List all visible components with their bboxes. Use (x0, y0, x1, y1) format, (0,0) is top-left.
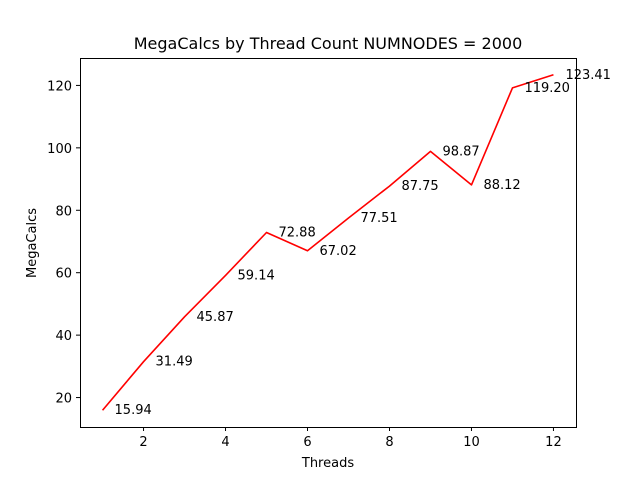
data-label: 67.02 (320, 244, 357, 259)
y-tick-label: 20 (55, 392, 72, 407)
data-label: 45.87 (197, 310, 234, 325)
y-tick-label: 60 (55, 267, 72, 282)
y-tick-label: 80 (55, 204, 72, 219)
data-label: 31.49 (156, 355, 193, 370)
y-tick-label: 40 (55, 329, 72, 344)
data-label: 77.51 (360, 211, 397, 226)
data-label: 119.20 (524, 81, 570, 96)
data-label: 98.87 (442, 144, 479, 159)
data-label: 15.94 (115, 403, 152, 418)
x-tick-label: 10 (463, 435, 480, 450)
data-label: 59.14 (238, 268, 275, 283)
data-label: 88.12 (483, 178, 520, 193)
x-axis-label: Threads (301, 456, 354, 471)
chart-title: MegaCalcs by Thread Count NUMNODES = 200… (134, 34, 523, 53)
y-axis-label: MegaCalcs (25, 208, 40, 278)
data-label: 123.41 (565, 68, 611, 83)
y-tick-label: 120 (47, 79, 72, 94)
x-tick-label: 8 (385, 435, 393, 450)
series-line (101, 74, 554, 411)
x-tick-label: 6 (303, 435, 311, 450)
data-label: 72.88 (279, 225, 316, 240)
data-label: 87.75 (401, 179, 438, 194)
plot-frame (80, 58, 577, 428)
x-tick-label: 2 (139, 435, 147, 450)
y-tick-label: 100 (47, 142, 72, 157)
x-tick-label: 4 (221, 435, 229, 450)
x-tick-label: 12 (545, 435, 562, 450)
